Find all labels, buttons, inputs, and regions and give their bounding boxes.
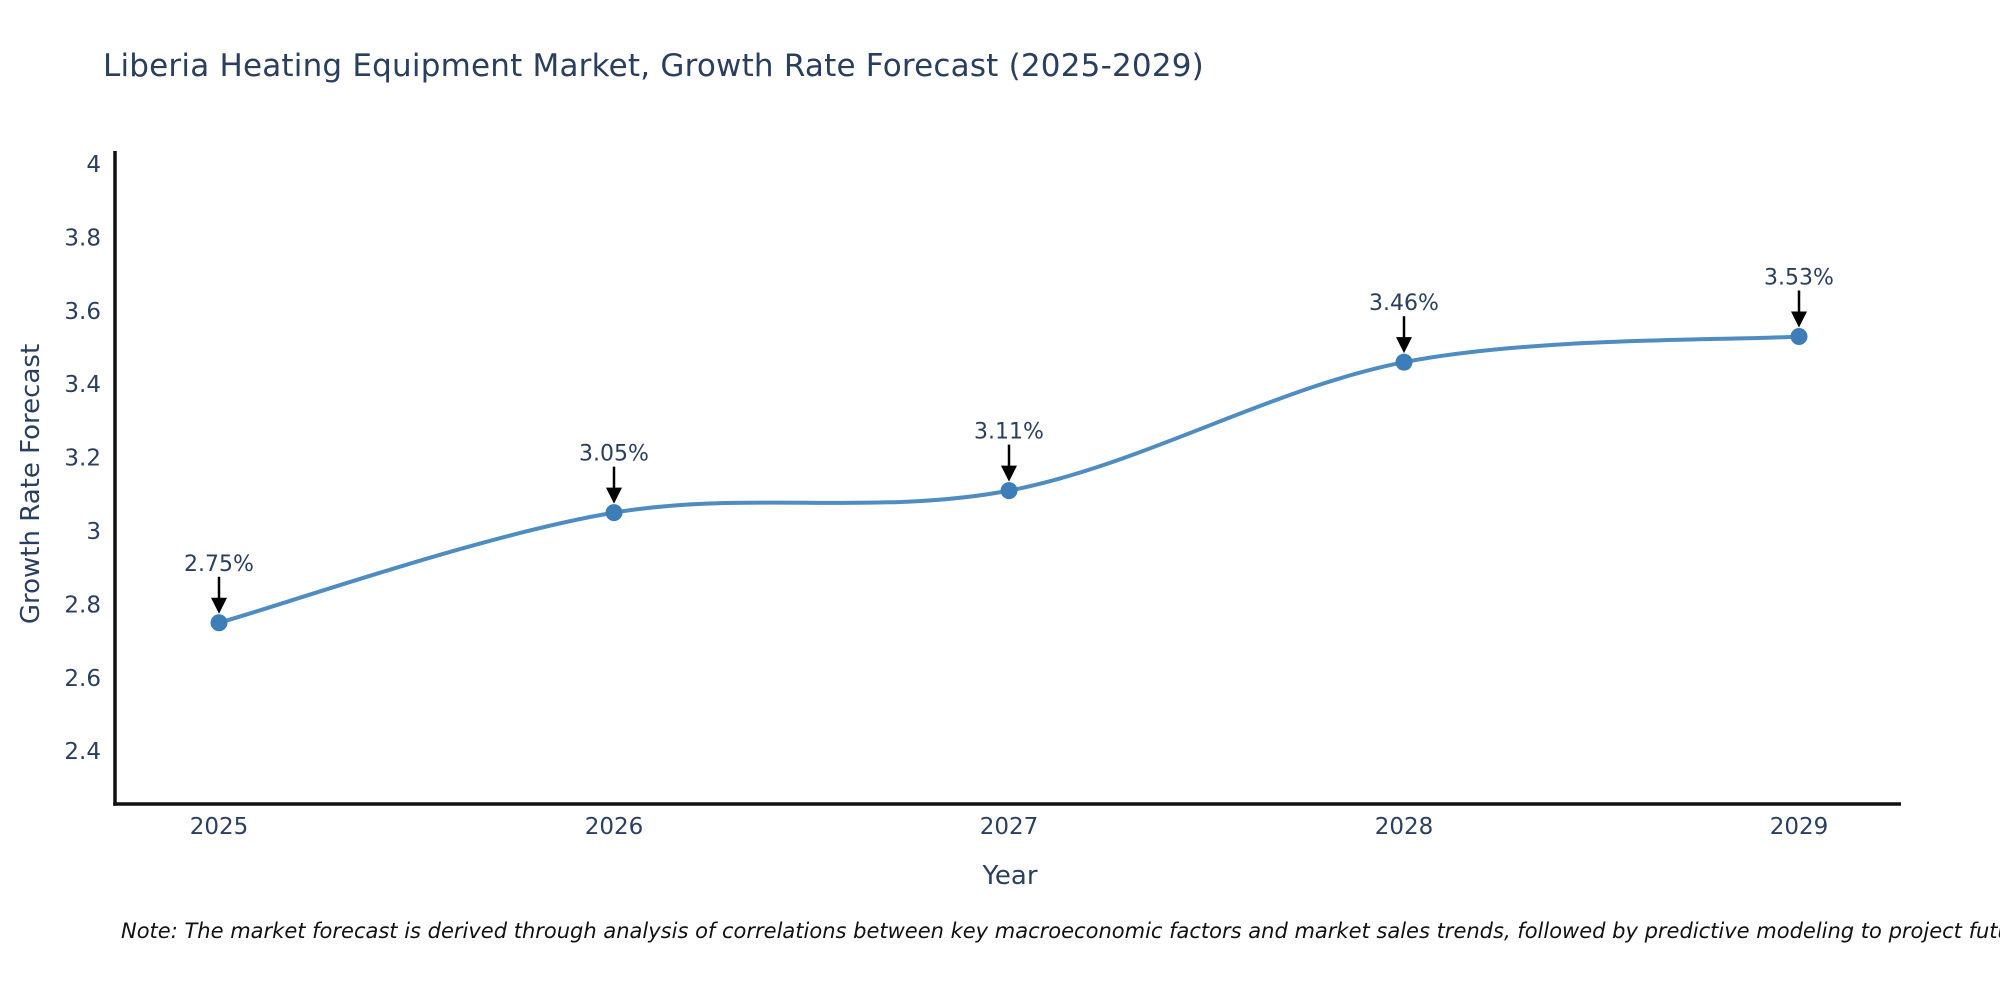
point-annotation-2025: 2.75% (184, 552, 254, 577)
data-point-2028 (1395, 353, 1413, 371)
y-tick-label-3: 3 (86, 519, 101, 545)
y-tick-label-3.4: 3.4 (64, 372, 101, 398)
annotation-arrowhead-2028 (1396, 337, 1412, 354)
y-tick-label-2.8: 2.8 (64, 592, 101, 618)
y-tick-label-3.8: 3.8 (64, 225, 101, 251)
footnote: Note: The market forecast is derived thr… (121, 919, 2000, 943)
data-point-2029 (1790, 327, 1808, 345)
annotation-arrowhead-2029 (1791, 311, 1807, 328)
y-tick-label-2.4: 2.4 (64, 739, 101, 765)
x-tick-label-2025: 2025 (190, 814, 249, 840)
x-tick-label-2029: 2029 (1770, 814, 1829, 840)
data-point-2026 (605, 504, 623, 522)
annotation-arrowhead-2027 (1001, 465, 1017, 482)
x-tick-label-2028: 2028 (1375, 814, 1434, 840)
point-annotation-2027: 3.11% (974, 420, 1044, 445)
y-tick-label-3.6: 3.6 (64, 299, 101, 325)
x-tick-label-2027: 2027 (980, 814, 1039, 840)
point-annotation-2029: 3.53% (1764, 265, 1834, 290)
y-tick-label-3.2: 3.2 (64, 446, 101, 472)
y-tick-label-4: 4 (86, 152, 101, 178)
y-tick-label-2.6: 2.6 (64, 666, 101, 692)
annotation-arrowhead-2026 (606, 487, 622, 504)
x-tick-label-2026: 2026 (585, 814, 644, 840)
annotation-arrowhead-2025 (211, 597, 227, 614)
x-axis-title: Year (982, 861, 1038, 891)
point-annotation-2028: 3.46% (1369, 291, 1439, 316)
point-annotation-2026: 3.05% (579, 442, 649, 467)
data-point-2027 (1000, 482, 1018, 500)
data-point-2025 (210, 614, 228, 632)
chart-title: Liberia Heating Equipment Market, Growth… (103, 48, 1204, 84)
